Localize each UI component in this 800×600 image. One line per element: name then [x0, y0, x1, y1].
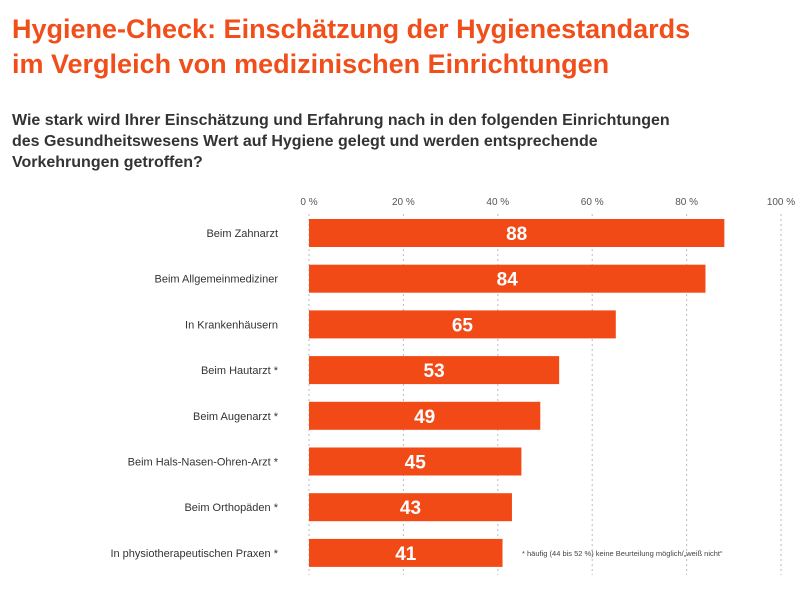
category-label: In Krankenhäusern: [185, 319, 278, 331]
data-label: 53: [424, 361, 445, 382]
bar: [309, 219, 725, 247]
category-label: Beim Augenarzt *: [193, 411, 279, 423]
data-label: 88: [506, 224, 527, 245]
x-tick-label: 40 %: [486, 197, 509, 208]
data-label: 45: [405, 453, 427, 474]
bar: [309, 447, 522, 476]
x-tick-label: 80 %: [675, 197, 698, 208]
category-label: Beim Hals-Nasen-Ohren-Arzt *: [128, 457, 279, 469]
category-label: Beim Hautarzt *: [201, 365, 279, 377]
x-tick-label: 0 %: [300, 197, 317, 208]
chart-title: Hygiene-Check: Einschätzung der Hygienes…: [12, 12, 792, 82]
chart-subtitle-line-2: des Gesundheitswesens Wert auf Hygiene g…: [12, 133, 598, 150]
x-tick-label: 60 %: [581, 197, 604, 208]
chart-subtitle: Wie stark wird Ihrer Einschätzung und Er…: [12, 110, 772, 173]
data-label: 41: [395, 544, 417, 565]
x-tick-label: 20 %: [392, 197, 415, 208]
chart-subtitle-line-1: Wie stark wird Ihrer Einschätzung und Er…: [12, 112, 670, 129]
category-label: Beim Zahnarzt: [206, 228, 278, 240]
category-label: Beim Allgemeinmediziner: [155, 274, 279, 286]
bar: [309, 401, 541, 430]
data-label: 43: [400, 498, 421, 519]
data-label: 49: [414, 407, 435, 428]
chart-title-line-1: Hygiene-Check: Einschätzung der Hygienes…: [12, 14, 691, 44]
x-tick-label: 100 %: [767, 197, 795, 208]
category-label: Beim Orthopäden *: [184, 502, 278, 514]
bar: [309, 538, 503, 567]
bar: [309, 310, 616, 339]
chart-subtitle-line-3: Vorkehrungen getroffen?: [12, 154, 203, 171]
bar: [309, 264, 706, 293]
category-label: In physiotherapeutischen Praxen *: [110, 548, 278, 560]
chart-title-line-2: im Vergleich von medizinischen Einrichtu…: [12, 49, 610, 79]
footnote: * häufig (44 bis 52 %) keine Beurteilung…: [522, 549, 723, 558]
bar: [309, 356, 560, 385]
bar: [309, 493, 512, 522]
data-label: 84: [497, 270, 519, 291]
data-label: 65: [452, 315, 474, 336]
